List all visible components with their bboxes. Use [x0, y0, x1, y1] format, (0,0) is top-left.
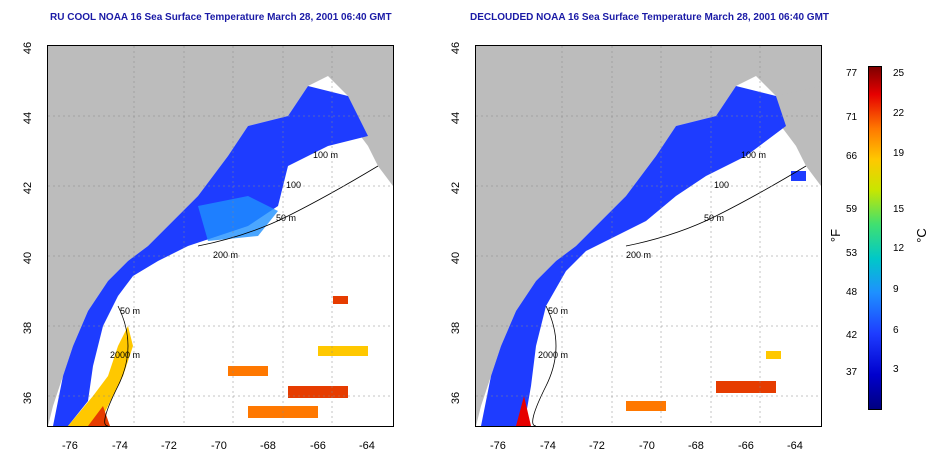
- f-tick: 59: [846, 204, 858, 215]
- left-map-title: RU COOL NOAA 16 Sea Surface Temperature …: [50, 12, 392, 23]
- right-land-ns: [776, 86, 821, 186]
- c-tick: 6: [893, 325, 899, 336]
- right-lat-tick: 42: [450, 181, 463, 195]
- left-lon-tick: -74: [112, 440, 128, 452]
- left-label-100: 100: [286, 180, 301, 190]
- right-label-100m: 100 m: [741, 150, 766, 160]
- left-lat-tick: 38: [22, 321, 35, 335]
- left-warm-patch-1: [228, 366, 268, 376]
- f-tick: 42: [846, 330, 858, 341]
- right-label-50m: 50 m: [704, 213, 724, 223]
- right-lon-tick: -72: [589, 440, 605, 452]
- right-cold-water: [481, 86, 786, 426]
- left-warm-band: [68, 326, 133, 426]
- left-lon-tick: -66: [310, 440, 326, 452]
- right-contour-2000m: [532, 305, 557, 426]
- left-lat-tick: 36: [22, 391, 35, 405]
- c-tick: 22: [893, 108, 905, 119]
- right-lat-tick: 36: [450, 391, 463, 405]
- c-tick: 12: [893, 243, 905, 254]
- right-lon-tick: -66: [738, 440, 754, 452]
- right-lon-tick: -64: [787, 440, 803, 452]
- f-tick: 77: [846, 68, 858, 79]
- left-cold-water: [53, 86, 368, 426]
- left-contour-2000m: [104, 305, 129, 426]
- right-lon-tick: -74: [540, 440, 556, 452]
- left-shelf-water: [198, 196, 278, 241]
- left-lon-tick: -76: [62, 440, 78, 452]
- right-label-200m: 200 m: [626, 250, 651, 260]
- left-contour-200m: [197, 165, 379, 247]
- left-lat-tick: 44: [22, 111, 35, 125]
- f-tick: 48: [846, 287, 858, 298]
- f-tick: 53: [846, 248, 858, 259]
- celsius-unit-label: °C: [913, 228, 929, 243]
- right-map-title: DECLOUDED NOAA 16 Sea Surface Temperatur…: [470, 12, 830, 23]
- c-tick: 19: [893, 148, 905, 159]
- left-label-200m: 200 m: [213, 250, 238, 260]
- c-tick: 3: [893, 364, 899, 375]
- left-lat-tick: 40: [22, 251, 35, 265]
- left-lat-tick: 42: [22, 181, 35, 195]
- f-tick: 66: [846, 151, 858, 162]
- right-lat-tick: 38: [450, 321, 463, 335]
- f-tick: 37: [846, 367, 858, 378]
- right-warm-patch-2: [626, 401, 666, 411]
- right-lon-tick: -70: [639, 440, 655, 452]
- right-label-100: 100: [714, 180, 729, 190]
- right-warm-patch-3: [766, 351, 781, 359]
- left-land-ns: [348, 86, 393, 186]
- left-label-2000m: 2000 m: [110, 350, 140, 360]
- left-label-50m-b: 50 m: [120, 306, 140, 316]
- left-sst-map: 100 m 100 50 m 200 m 50 m 2000 m: [47, 45, 394, 427]
- right-lon-tick: -76: [490, 440, 506, 452]
- right-lat-tick: 46: [450, 41, 463, 55]
- left-lon-tick: -64: [359, 440, 375, 452]
- left-lat-tick: 46: [22, 41, 35, 55]
- right-sst-map: 100 m 100 50 m 200 m 50 m 2000 m: [475, 45, 822, 427]
- left-lon-tick: -72: [161, 440, 177, 452]
- left-warm-patch-5: [333, 296, 348, 304]
- left-warm-patch-4: [318, 346, 368, 356]
- right-lat-tick: 40: [450, 251, 463, 265]
- left-lon-tick: -70: [211, 440, 227, 452]
- c-tick: 9: [893, 284, 899, 295]
- left-warm-patch-2: [288, 386, 348, 398]
- right-lat-tick: 44: [450, 111, 463, 125]
- left-label-50m: 50 m: [276, 213, 296, 223]
- right-map-graphic: 100 m 100 50 m 200 m 50 m 2000 m: [476, 46, 821, 426]
- left-map-graphic: 100 m 100 50 m 200 m 50 m 2000 m: [48, 46, 393, 426]
- right-warm-patch-1: [716, 381, 776, 393]
- fahrenheit-unit-label: °F: [828, 228, 844, 243]
- right-cold-patch: [791, 171, 806, 181]
- right-contour-200m: [625, 165, 807, 247]
- c-tick: 25: [893, 68, 905, 79]
- right-lon-tick: -68: [688, 440, 704, 452]
- c-tick: 15: [893, 204, 905, 215]
- right-warm-core: [516, 396, 531, 426]
- temperature-colorbar: [868, 66, 882, 410]
- right-label-50m-b: 50 m: [548, 306, 568, 316]
- f-tick: 71: [846, 112, 858, 123]
- left-label-100m: 100 m: [313, 150, 338, 160]
- right-label-2000m: 2000 m: [538, 350, 568, 360]
- left-lon-tick: -68: [260, 440, 276, 452]
